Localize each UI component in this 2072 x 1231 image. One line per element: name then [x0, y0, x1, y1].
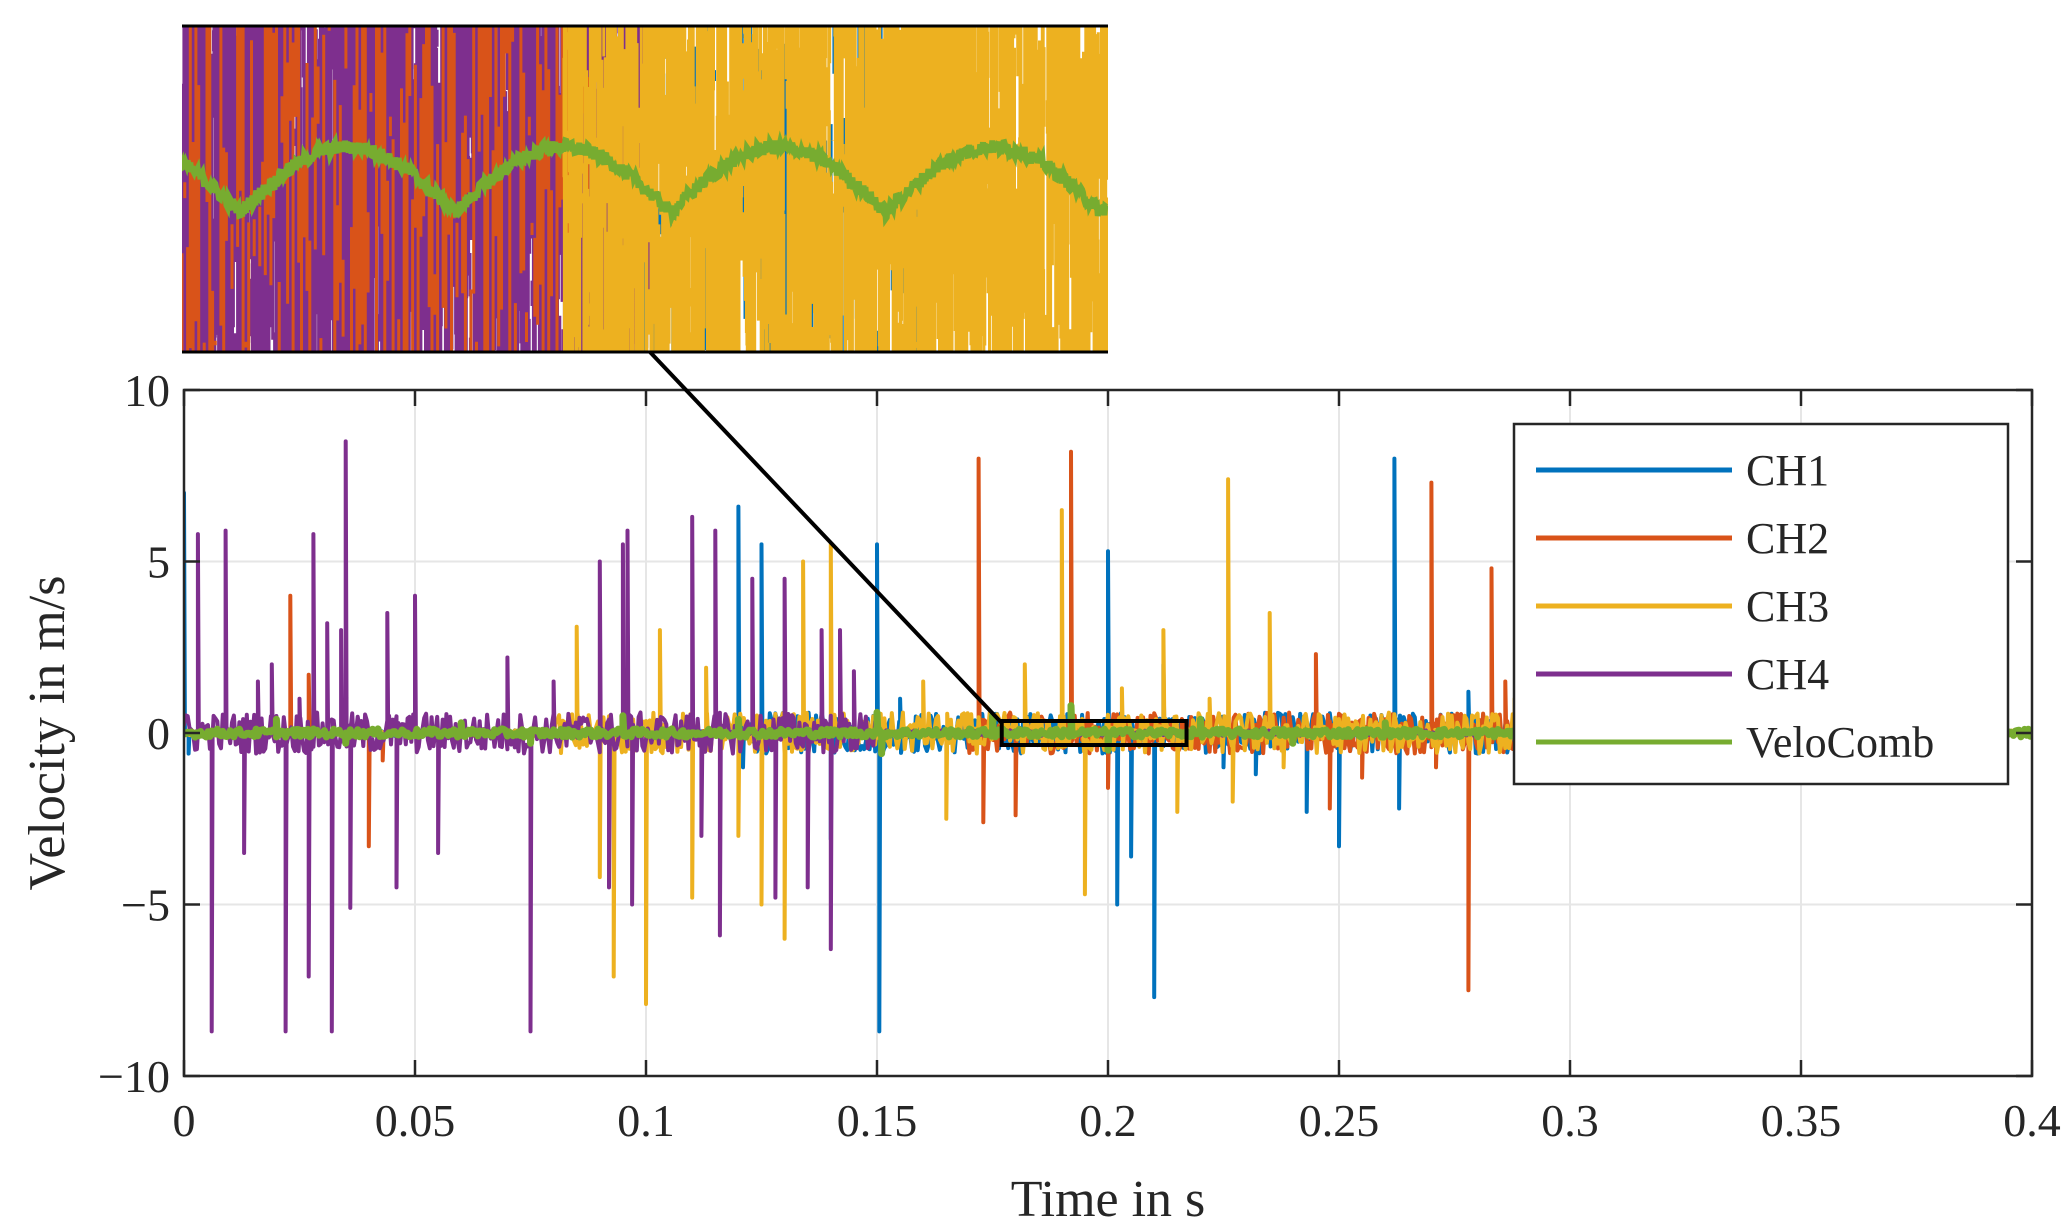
inset-plot	[182, 26, 1108, 352]
inset-magnified-view	[182, 24, 1108, 354]
y-axis-title: Velocity in m/s	[19, 576, 76, 891]
legend-label-velocomb: VeloComb	[1746, 718, 1934, 767]
x-tick-label-8: 0.4	[2003, 1095, 2061, 1146]
x-tick-label-1: 0.05	[375, 1095, 456, 1146]
legend-label-ch1: CH1	[1746, 446, 1829, 495]
legend[interactable]: CH1 CH2 CH3 CH4 VeloComb	[1512, 422, 2010, 786]
zoom-annotation	[648, 350, 1189, 748]
y-tick-label-3: −5	[121, 880, 170, 931]
x-tick-label-5: 0.25	[1299, 1095, 1380, 1146]
x-tick-label-0: 0	[173, 1095, 196, 1146]
y-tick-label-0: 10	[124, 365, 170, 416]
x-axis-title: Time in s	[1011, 1171, 1206, 1228]
x-tick-label-7: 0.35	[1761, 1095, 1842, 1146]
x-tick-label-4: 0.2	[1079, 1095, 1137, 1146]
inset-series-velocomb	[182, 130, 1108, 229]
x-tick-label-6: 0.3	[1541, 1095, 1599, 1146]
legend-label-ch3: CH3	[1746, 582, 1829, 631]
x-tick-label-3: 0.15	[837, 1095, 918, 1146]
y-tick-label-1: 5	[147, 537, 170, 588]
legend-label-ch4: CH4	[1746, 650, 1829, 699]
tick-labels: 0 0.05 0.1 0.15 0.2 0.25 0.3 0.35 0.4 10 5 0 −5 −10	[98, 365, 2061, 1146]
zoom-region-box	[999, 718, 1189, 748]
y-tick-label-4: −10	[98, 1051, 170, 1102]
y-tick-label-2: 0	[147, 708, 170, 759]
x-tick-label-2: 0.1	[617, 1095, 675, 1146]
legend-label-ch2: CH2	[1746, 514, 1829, 563]
zoom-connector-line	[648, 350, 1004, 725]
tick-marks	[182, 388, 2034, 1078]
